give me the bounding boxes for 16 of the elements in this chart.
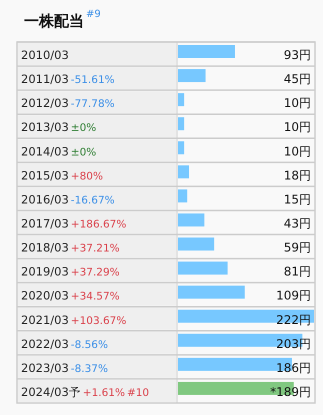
data-label: 18円: [284, 168, 311, 182]
title: 一株配当: [24, 12, 84, 30]
data-label: 93円: [284, 48, 311, 62]
data-label: 15円: [284, 192, 311, 206]
data-label: 43円: [284, 216, 311, 230]
data-label: 81円: [284, 264, 311, 279]
data-label: 59円: [284, 240, 311, 255]
data-label: 203円: [276, 336, 311, 351]
data-label: 10円: [284, 120, 311, 134]
data-label: 10円: [284, 144, 311, 158]
data-label: 45円: [284, 72, 311, 86]
text: #9: [86, 9, 101, 20]
data-label: 222円: [276, 312, 311, 327]
data-label: 10円: [284, 96, 311, 110]
data-label: 186円: [276, 360, 311, 375]
data-label: 109円: [276, 288, 311, 303]
